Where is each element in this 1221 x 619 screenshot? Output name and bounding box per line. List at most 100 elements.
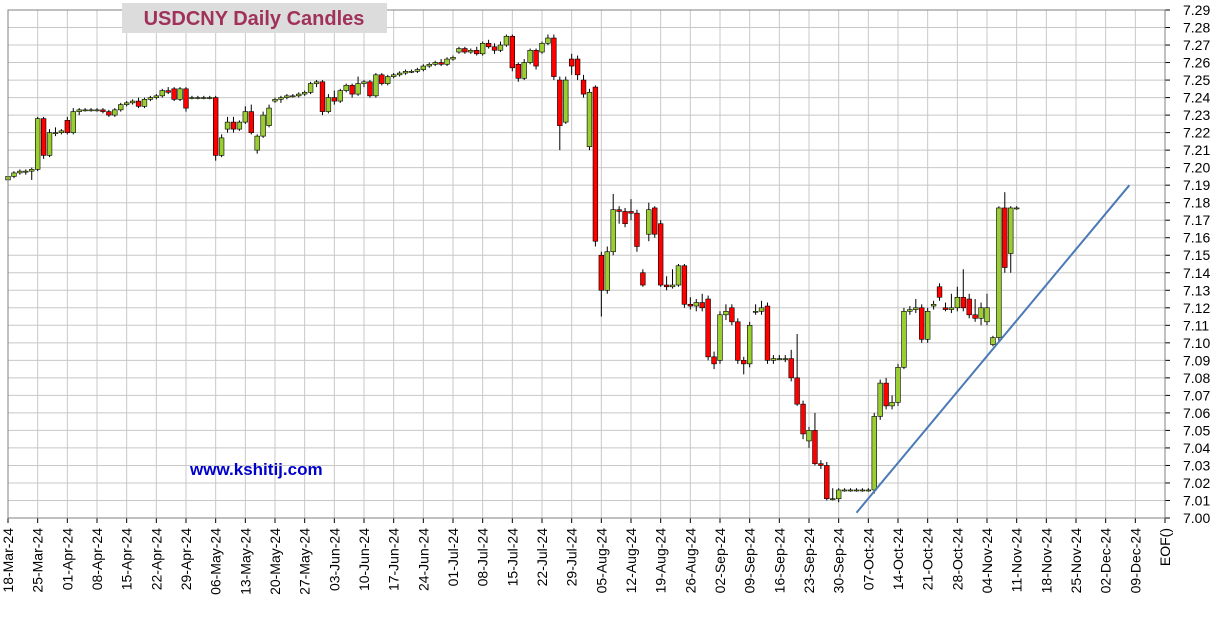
- y-tick-label: 7.02: [1183, 475, 1210, 491]
- candle-body: [456, 48, 462, 53]
- candle-body: [76, 109, 82, 112]
- candle-body: [622, 211, 628, 225]
- candle-body: [924, 310, 931, 340]
- y-tick-label: 7.17: [1183, 212, 1210, 228]
- candle-body: [818, 463, 824, 466]
- candle-body: [568, 58, 575, 67]
- candle-body: [776, 358, 783, 360]
- y-tick-label: 7.05: [1183, 422, 1210, 438]
- candle-body: [337, 90, 343, 102]
- candle-body: [195, 97, 201, 99]
- x-tick-label: 13-May-24: [237, 528, 253, 595]
- x-tick-label: 06-May-24: [208, 528, 224, 595]
- candle-body: [723, 310, 729, 316]
- candle-body: [171, 88, 177, 100]
- y-tick-label: 7.13: [1183, 282, 1210, 298]
- candle-body: [290, 95, 296, 98]
- x-tick-label: 16-Sep-24: [771, 528, 787, 594]
- y-tick-label: 7.10: [1183, 335, 1210, 351]
- candle-body: [183, 88, 189, 109]
- x-tick-label: 18-Mar-24: [0, 528, 16, 593]
- candle-body: [218, 137, 225, 156]
- candle-body: [847, 489, 854, 492]
- x-tick-label: 10-Jun-24: [356, 528, 372, 591]
- candle-body: [634, 212, 640, 247]
- y-tick-label: 7.09: [1183, 352, 1210, 368]
- candle-body: [503, 35, 510, 46]
- candle-body: [474, 49, 480, 55]
- candle-body: [557, 79, 563, 126]
- x-tick-label: 17-Jun-24: [386, 528, 402, 591]
- candle-body: [545, 37, 551, 44]
- candle-body: [236, 121, 243, 130]
- candle-body: [135, 100, 142, 107]
- y-tick-label: 7.29: [1183, 2, 1210, 18]
- candle-body: [224, 121, 231, 130]
- candle-body: [242, 111, 249, 123]
- candle-body: [100, 109, 106, 112]
- candle-body: [64, 120, 71, 133]
- candle-body: [764, 305, 771, 361]
- y-tick-label: 7.18: [1183, 195, 1210, 211]
- candle-body: [129, 100, 136, 104]
- candle-body: [331, 97, 338, 102]
- candle-body: [301, 92, 308, 95]
- candle-body: [984, 307, 990, 323]
- y-tick-label: 7.15: [1183, 247, 1210, 263]
- candle-body: [883, 382, 889, 407]
- candle-body: [153, 95, 160, 98]
- candle-body: [1013, 207, 1020, 210]
- candle-body: [539, 42, 545, 53]
- candle-body: [325, 97, 332, 112]
- candle-body: [462, 48, 468, 53]
- candle-body: [106, 111, 112, 116]
- candle-body: [118, 104, 124, 111]
- candle-body: [812, 430, 818, 464]
- candle-body: [58, 130, 65, 133]
- candle-body: [201, 97, 207, 99]
- candle-body: [479, 42, 486, 55]
- y-tick-label: 7.03: [1183, 457, 1210, 473]
- candle-body: [177, 88, 183, 100]
- candle-body: [515, 64, 521, 79]
- x-tick-label: 02-Sep-24: [712, 528, 728, 594]
- candle-body: [450, 56, 456, 60]
- candle-body: [681, 265, 688, 305]
- x-tick-label: 15-Jul-24: [504, 528, 520, 587]
- candle-body: [444, 58, 450, 65]
- candle-body: [521, 62, 527, 79]
- candle-body: [248, 111, 254, 133]
- x-tick-label: 29-Jul-24: [564, 528, 580, 587]
- candle-body: [40, 118, 47, 156]
- candle-body: [853, 489, 860, 492]
- y-tick-label: 7.23: [1183, 107, 1210, 123]
- candle-body: [788, 358, 794, 379]
- candle-body: [824, 465, 830, 500]
- x-tick-label: 19-Aug-24: [653, 528, 669, 594]
- candle-body: [533, 49, 539, 67]
- candle-body: [966, 298, 972, 316]
- candle-body: [355, 83, 361, 95]
- candle-body: [254, 135, 260, 151]
- candle-body: [212, 97, 219, 156]
- candle-body: [859, 489, 866, 492]
- candle-body: [895, 367, 901, 403]
- candle-body: [112, 109, 118, 116]
- y-tick-label: 7.06: [1183, 405, 1210, 421]
- candle-body: [752, 310, 759, 313]
- candle-body: [705, 298, 711, 358]
- candle-body: [711, 356, 717, 365]
- candle-body: [82, 109, 88, 112]
- candle-body: [936, 286, 943, 298]
- candle-body: [990, 337, 996, 345]
- x-tick-label: 25-Nov-24: [1068, 528, 1084, 594]
- candle-body: [94, 109, 100, 112]
- candle-body: [616, 209, 622, 212]
- candle-body: [141, 99, 148, 107]
- candle-body: [586, 92, 593, 147]
- candle-body: [640, 272, 646, 286]
- candle-body: [207, 97, 213, 99]
- x-tick-label: 03-Jun-24: [326, 528, 342, 591]
- y-tick-label: 7.20: [1183, 160, 1210, 176]
- y-tick-label: 7.28: [1183, 20, 1210, 36]
